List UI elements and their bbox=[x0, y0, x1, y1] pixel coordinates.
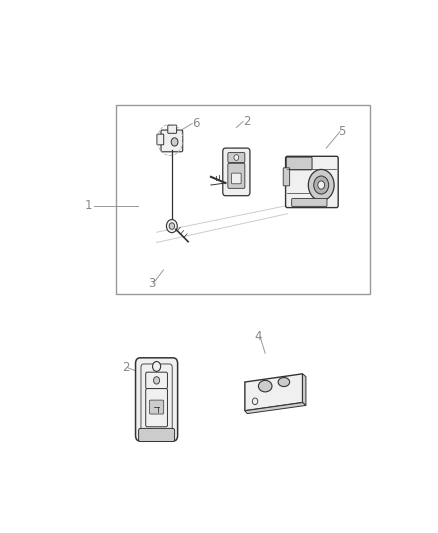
Text: 4: 4 bbox=[254, 330, 262, 343]
Bar bbox=[116, 105, 371, 294]
Circle shape bbox=[234, 155, 239, 160]
FancyBboxPatch shape bbox=[135, 358, 178, 441]
Text: 2: 2 bbox=[243, 115, 250, 128]
FancyBboxPatch shape bbox=[283, 168, 290, 186]
Text: 2: 2 bbox=[122, 361, 130, 374]
Circle shape bbox=[152, 361, 161, 372]
Polygon shape bbox=[303, 374, 306, 406]
FancyBboxPatch shape bbox=[157, 134, 164, 145]
FancyBboxPatch shape bbox=[228, 152, 245, 163]
FancyBboxPatch shape bbox=[286, 157, 312, 170]
FancyBboxPatch shape bbox=[286, 156, 338, 207]
Circle shape bbox=[166, 220, 177, 232]
Text: 1: 1 bbox=[85, 199, 92, 212]
FancyBboxPatch shape bbox=[141, 364, 172, 435]
FancyBboxPatch shape bbox=[146, 372, 167, 389]
Polygon shape bbox=[245, 374, 303, 411]
Polygon shape bbox=[245, 402, 306, 414]
FancyBboxPatch shape bbox=[149, 400, 164, 414]
Text: 3: 3 bbox=[148, 277, 155, 290]
FancyBboxPatch shape bbox=[138, 429, 175, 441]
FancyBboxPatch shape bbox=[232, 173, 241, 184]
Circle shape bbox=[171, 138, 178, 146]
Circle shape bbox=[154, 377, 159, 384]
Circle shape bbox=[308, 169, 334, 200]
Ellipse shape bbox=[258, 381, 272, 392]
FancyBboxPatch shape bbox=[161, 130, 183, 152]
Circle shape bbox=[169, 223, 175, 229]
Ellipse shape bbox=[278, 377, 290, 386]
Text: 5: 5 bbox=[338, 125, 345, 138]
Circle shape bbox=[252, 398, 258, 405]
FancyBboxPatch shape bbox=[168, 125, 177, 133]
FancyBboxPatch shape bbox=[228, 163, 245, 188]
Text: 6: 6 bbox=[192, 117, 199, 130]
Circle shape bbox=[314, 176, 328, 194]
FancyBboxPatch shape bbox=[146, 389, 167, 427]
FancyBboxPatch shape bbox=[292, 199, 327, 206]
FancyBboxPatch shape bbox=[223, 148, 250, 196]
Circle shape bbox=[318, 181, 325, 189]
